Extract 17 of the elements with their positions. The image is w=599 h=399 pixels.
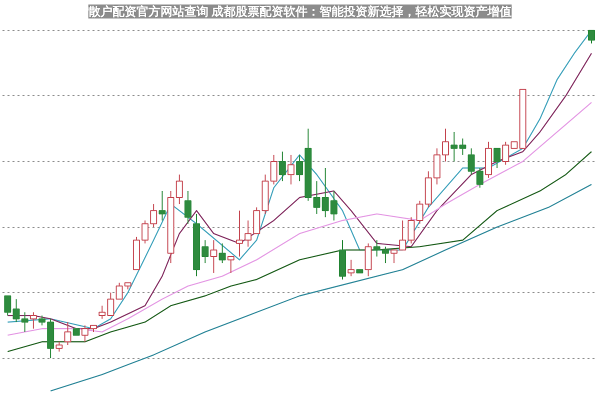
candlestick bbox=[494, 148, 501, 169]
candlestick bbox=[287, 154, 294, 185]
candlestick bbox=[184, 190, 192, 224]
candlestick bbox=[56, 341, 63, 352]
candlestick bbox=[210, 240, 218, 274]
candlestick bbox=[408, 216, 415, 244]
candlestick bbox=[348, 259, 355, 277]
candlestick bbox=[588, 30, 595, 44]
candlestick bbox=[64, 322, 72, 346]
candlestick bbox=[30, 312, 37, 330]
candlestick bbox=[270, 154, 278, 185]
candlestick bbox=[158, 190, 166, 221]
candlestick bbox=[227, 256, 234, 274]
candlestick bbox=[21, 312, 28, 332]
candlestick bbox=[364, 242, 372, 277]
candlestick bbox=[278, 151, 286, 182]
candlestick bbox=[218, 242, 226, 264]
